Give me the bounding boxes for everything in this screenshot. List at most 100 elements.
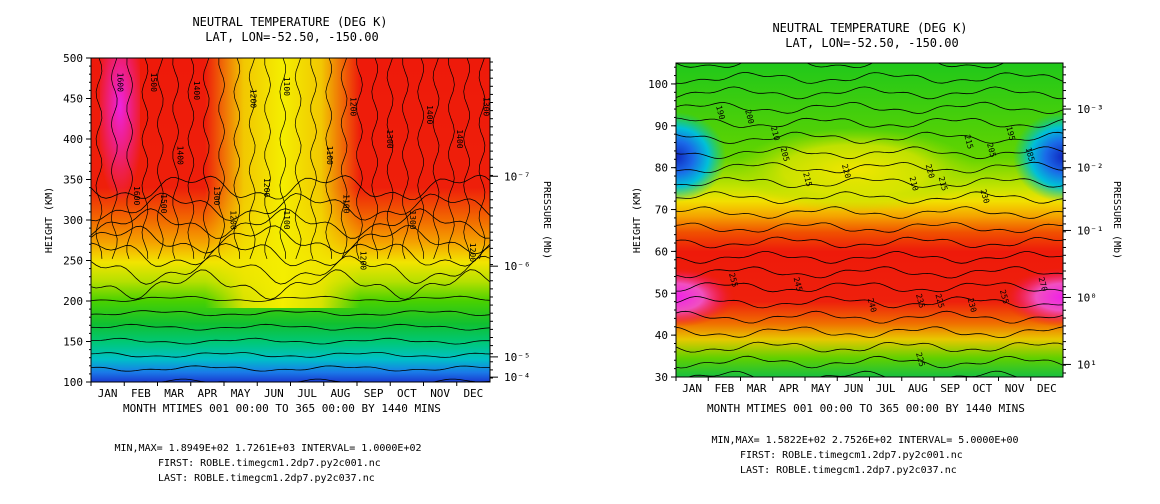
contour-line xyxy=(676,146,1063,160)
contour-label: 255 xyxy=(727,272,739,288)
left-y-axis-label: HEIGHT (KM) xyxy=(44,187,55,253)
y-tick-label: 350 xyxy=(63,174,83,187)
right-max-right xyxy=(1003,267,1063,327)
contour-label: 1300 xyxy=(212,186,221,205)
right-y-axis-label: HEIGHT (KM) xyxy=(632,187,643,253)
left-x-axis-label: MONTH MTIMES 001 00:00 TO 365 00:00 BY 1… xyxy=(123,402,441,415)
contour-line xyxy=(126,58,133,260)
right-chart: NEUTRAL TEMPERATURE (DEG K) LAT, LON=-52… xyxy=(632,21,1122,476)
contour-label: 230 xyxy=(966,297,978,313)
y-tick-label: 150 xyxy=(63,336,83,349)
contour-line xyxy=(676,251,1063,264)
contour-line xyxy=(676,310,1063,324)
contour-line xyxy=(676,222,1063,234)
pressure-tick-label: 10⁻⁴ xyxy=(504,371,531,384)
contour-label: 205 xyxy=(779,146,791,162)
y-tick-label: 500 xyxy=(63,52,83,65)
contour-label: 1100 xyxy=(325,146,334,165)
contour-line xyxy=(172,58,179,260)
contour-line xyxy=(676,341,1063,353)
pressure-tick-label: 10¹ xyxy=(1077,358,1097,371)
right-first-file: FIRST: ROBLE.timegcm1.2dp7.py2c001.nc xyxy=(740,450,963,461)
contour-line xyxy=(676,266,1063,279)
contour-line xyxy=(676,355,1063,369)
right-subtitle: LAT, LON=-52.50, -150.00 xyxy=(785,36,958,50)
contour-label: 1400 xyxy=(192,81,201,100)
x-tick-label: DEC xyxy=(1037,382,1057,395)
y-tick-label: 250 xyxy=(63,255,83,268)
left-chart: NEUTRAL TEMPERATURE (DEG K) LAT, LON=-52… xyxy=(44,15,552,484)
contour-label: 210 xyxy=(769,125,781,141)
contour-line xyxy=(417,58,424,259)
x-tick-label: MAR xyxy=(164,387,184,400)
contour-line xyxy=(676,282,1063,293)
contour-label: 1200 xyxy=(348,97,357,116)
contour-label: 1400 xyxy=(425,105,434,124)
contour-label: 1500 xyxy=(159,194,168,213)
contour-line xyxy=(432,58,440,260)
contour-label: 1100 xyxy=(282,210,291,229)
x-tick-label: OCT xyxy=(972,382,992,395)
pressure-tick-label: 10⁻² xyxy=(1077,162,1104,175)
contour-line xyxy=(310,58,317,260)
contour-label: 195 xyxy=(1004,125,1016,141)
contour-label: 1200 xyxy=(358,251,367,270)
pressure-tick-label: 10⁰ xyxy=(1077,291,1097,304)
x-tick-label: JAN xyxy=(682,382,702,395)
contour-line xyxy=(91,255,490,285)
right-y-ticks: 30 40 50 60 70 80 90 100 xyxy=(648,66,676,384)
contour-line xyxy=(91,242,490,267)
y-tick-label: 100 xyxy=(648,78,668,91)
contour-line xyxy=(478,58,486,260)
contour-label: 225 xyxy=(914,351,926,367)
right-plot-area: 190 2002102052152202102202152152051951852… xyxy=(676,63,1063,377)
pressure-tick-label: 10⁻¹ xyxy=(1077,224,1104,237)
y-tick-label: 400 xyxy=(63,133,83,146)
contour-label: 255 xyxy=(998,289,1010,305)
pressure-tick-label: 10⁻⁶ xyxy=(504,260,531,273)
right-field-base xyxy=(676,63,1063,377)
contour-line xyxy=(187,58,195,259)
left-subtitle: LAT, LON=-52.50, -150.00 xyxy=(205,30,378,44)
left-title: NEUTRAL TEMPERATURE (DEG K) xyxy=(192,15,387,29)
contour-line xyxy=(676,177,1063,189)
x-tick-label: JUL xyxy=(297,387,317,400)
y-tick-label: 200 xyxy=(63,295,83,308)
x-tick-label: JAN xyxy=(98,387,118,400)
contour-line xyxy=(676,71,1063,84)
right-contour-lines xyxy=(676,63,1063,377)
left-contour-lines xyxy=(91,58,490,382)
contour-line xyxy=(91,310,490,317)
right-x-axis-label: MONTH MTIMES 001 00:00 TO 365 00:00 BY 1… xyxy=(707,402,1025,415)
contour-line xyxy=(91,225,490,255)
contour-line xyxy=(91,337,490,345)
contour-label: 210 xyxy=(908,176,920,192)
left-pressure-ticks: 10⁻⁷ 10⁻⁶ 10⁻⁵ 10⁻⁴ xyxy=(490,61,531,384)
y-tick-label: 90 xyxy=(655,120,668,133)
left-plot-area: 1600 1600 1500 1500 1400 1400 1300 1200 1200 1200… xyxy=(91,58,490,382)
x-tick-label: JUN xyxy=(264,387,284,400)
right-winter-min-left xyxy=(676,112,726,202)
contour-label: 225 xyxy=(933,293,945,309)
contour-line xyxy=(95,58,103,259)
left-last-file: LAST: ROBLE.timegcm1.2dp7.py2c037.nc xyxy=(158,473,375,484)
contour-line xyxy=(676,326,1063,339)
x-tick-label: MAY xyxy=(811,382,831,395)
contour-line xyxy=(218,58,225,260)
contour-line xyxy=(110,58,118,260)
contour-line xyxy=(463,58,470,259)
contour-line xyxy=(91,295,490,302)
contour-line xyxy=(676,191,1063,204)
y-tick-label: 60 xyxy=(655,245,668,258)
y-tick-label: 50 xyxy=(655,287,668,300)
contour-label: 245 xyxy=(792,276,804,292)
left-minmax: MIN,MAX= 1.8949E+02 1.7261E+03 INTERVAL=… xyxy=(114,443,421,454)
contour-line xyxy=(91,174,490,201)
contour-line xyxy=(279,58,287,259)
contour-line xyxy=(448,58,455,260)
x-tick-label: AUG xyxy=(330,387,350,400)
x-tick-label: NOV xyxy=(430,387,450,400)
y-tick-label: 300 xyxy=(63,214,83,227)
contour-line xyxy=(676,117,1063,128)
